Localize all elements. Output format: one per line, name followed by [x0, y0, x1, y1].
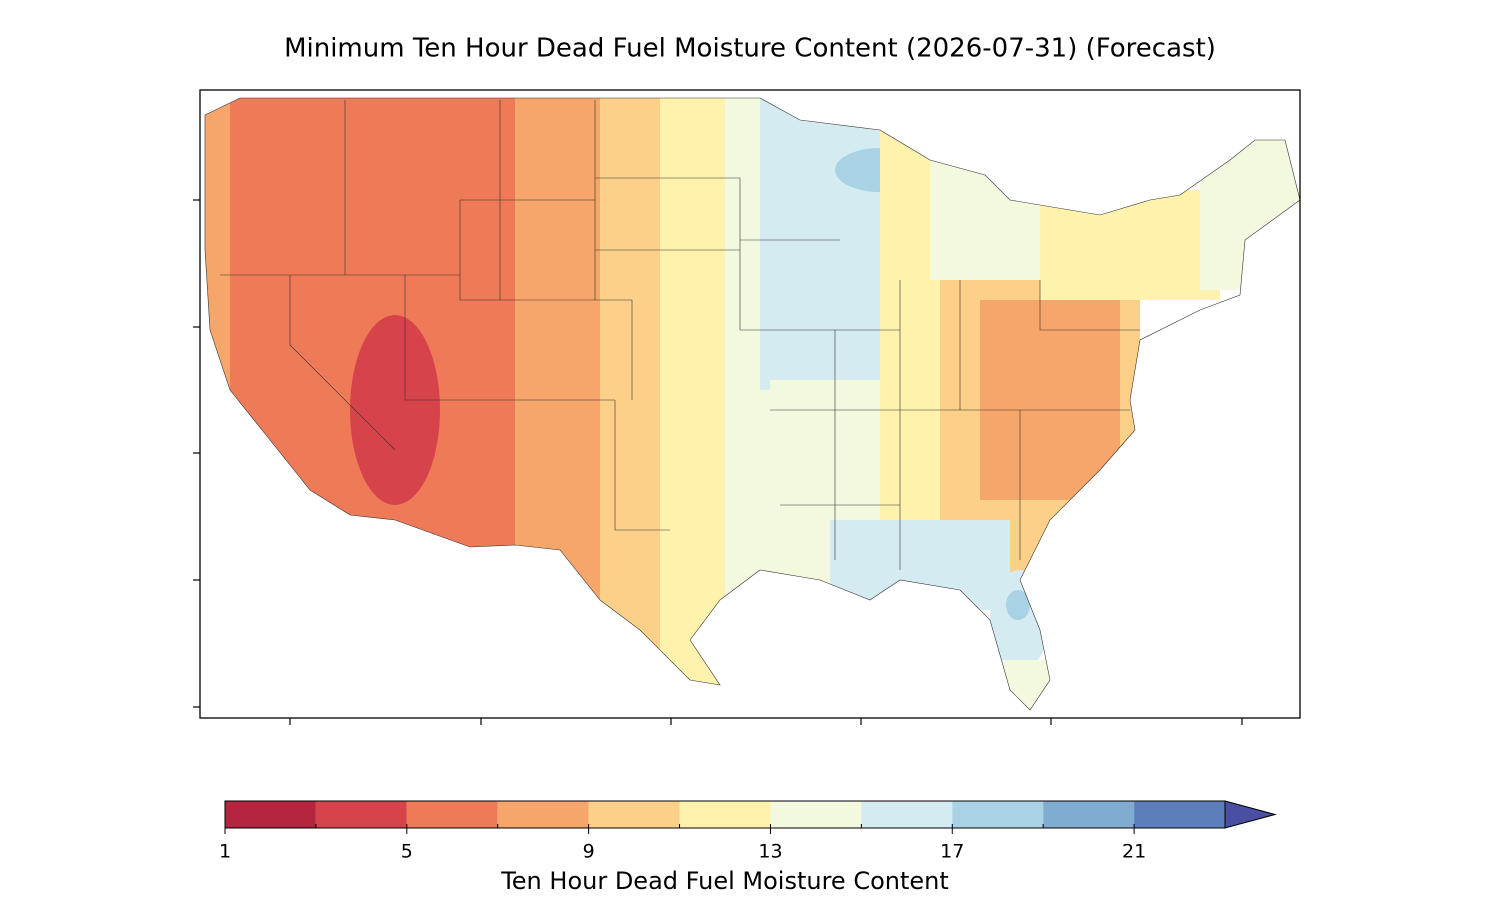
colorbar-segment: [1134, 801, 1225, 828]
colorbar-segment: [315, 801, 407, 828]
colorbar-segment: [770, 801, 862, 828]
moisture-field: [205, 98, 1300, 710]
map-title: Minimum Ten Hour Dead Fuel Moisture Cont…: [284, 34, 1216, 64]
map-ticks: [193, 199, 1243, 725]
colorbar-frame: [224, 800, 1226, 829]
colorbar-tick-label: 13: [758, 841, 782, 863]
colorbar-segment: [1043, 801, 1135, 828]
colorbar-tick-label: 21: [1122, 841, 1146, 863]
state-borders: [204, 97, 1301, 711]
colorbar-tick-label: 9: [583, 841, 595, 863]
colorbar-segment: [952, 801, 1044, 828]
colorbar-segment: [497, 801, 589, 828]
colorbar-tick-label: 17: [940, 841, 964, 863]
map-frame: [199, 89, 1301, 719]
colorbar: 1 5 9 13 17 21: [219, 800, 1277, 863]
colorbar-extend: [1224, 800, 1277, 829]
colorbar-tick-label: 1: [219, 841, 231, 863]
colorbar-segment: [406, 801, 498, 828]
colorbar-segment: [588, 801, 680, 828]
colorbar-tick-label: 5: [401, 841, 413, 863]
colorbar-segment: [679, 801, 771, 828]
colorbar-segment: [225, 801, 316, 828]
colorbar-segment: [861, 801, 953, 828]
colorbar-label: Ten Hour Dead Fuel Moisture Content: [500, 867, 949, 895]
